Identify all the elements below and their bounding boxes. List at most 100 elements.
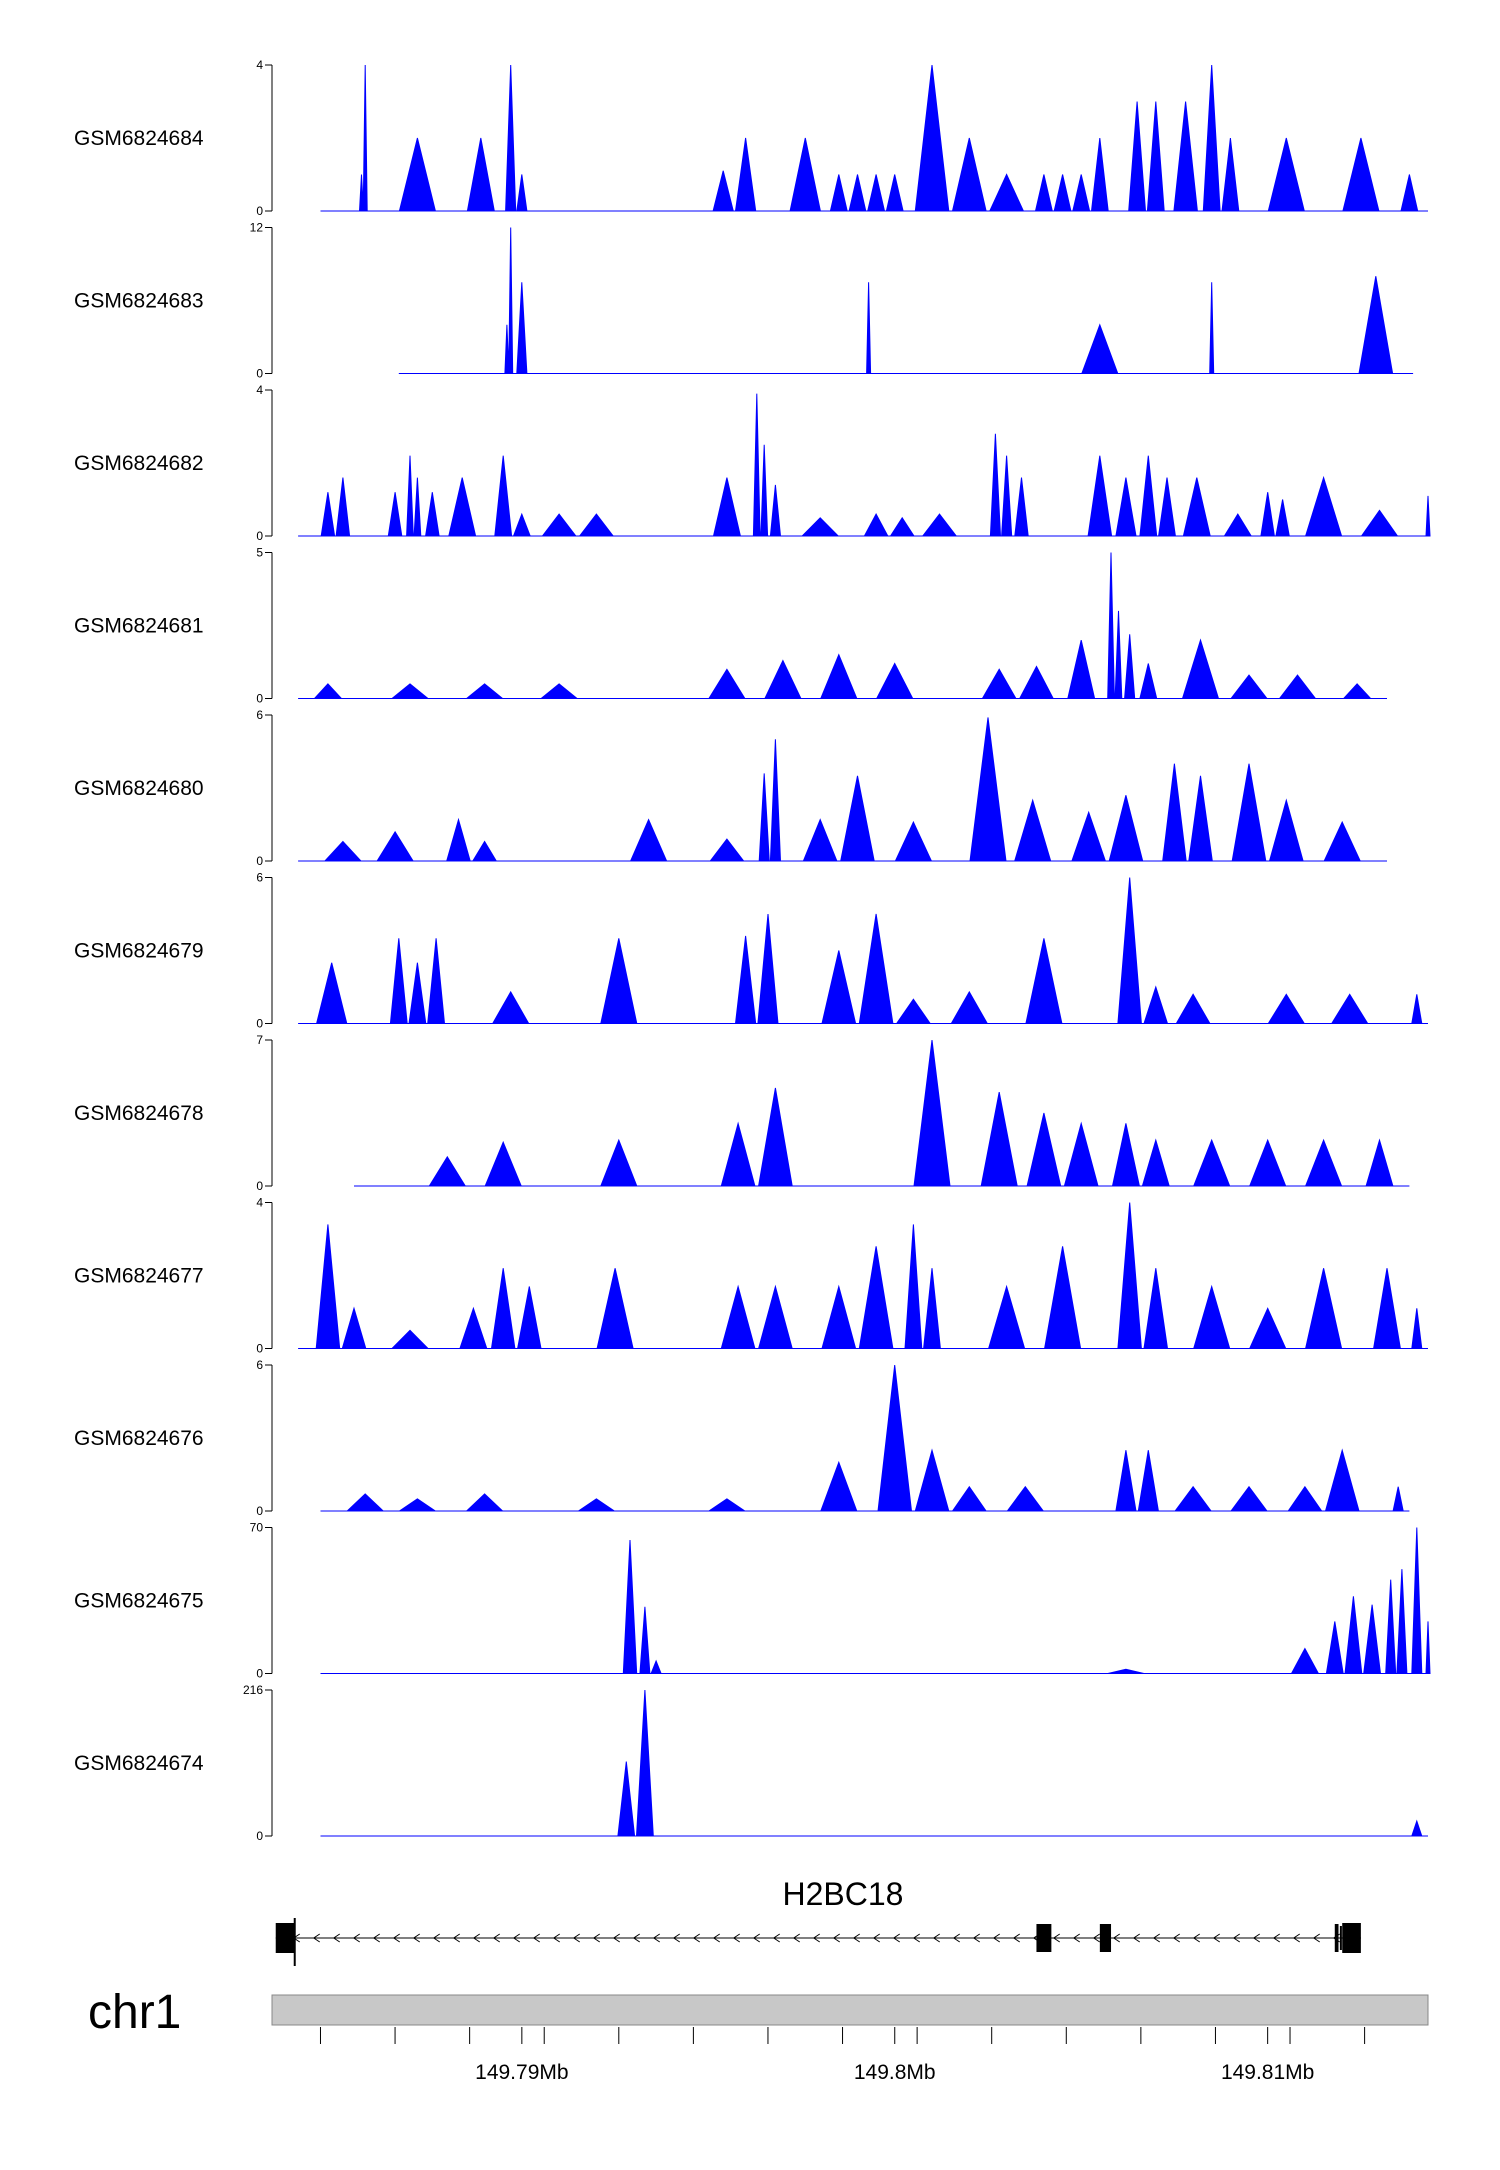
- strand-chevron: [492, 1933, 501, 1943]
- signal-area: [320, 1527, 1431, 1674]
- strand-chevron: [712, 1933, 721, 1943]
- strand-chevron: [312, 1933, 321, 1943]
- y-axis-min-label: 0: [256, 692, 263, 706]
- strand-chevron: [1252, 1933, 1261, 1943]
- ideogram-band: [271, 1994, 1429, 2026]
- signal-area: [298, 552, 1387, 699]
- track-name-label: GSM6824677: [74, 1265, 204, 1288]
- signal-area: [298, 717, 1387, 862]
- signal-area: [320, 1364, 1410, 1512]
- exon-block: [1342, 1923, 1361, 1953]
- strand-chevron: [472, 1933, 481, 1943]
- strand-chevron: [772, 1933, 781, 1943]
- strand-chevron: [912, 1933, 921, 1943]
- chromosome-label: chr1: [88, 1986, 181, 2039]
- y-axis-max-label: 70: [250, 1521, 264, 1535]
- track-name-label: GSM6824674: [74, 1752, 204, 1775]
- y-axis-min-label: 0: [256, 1342, 263, 1356]
- signal-area: [320, 64, 1428, 212]
- strand-chevron: [672, 1933, 681, 1943]
- track-GSM6824675: GSM6824675 70 0: [74, 1521, 1431, 1681]
- strand-chevron: [1192, 1933, 1201, 1943]
- chromosome-ideogram: chr1: [88, 1986, 1429, 2039]
- exon-block: [1334, 1924, 1339, 1952]
- y-axis-min-label: 0: [256, 1017, 263, 1031]
- exon-block: [275, 1923, 295, 1953]
- track-GSM6824679: GSM6824679 6 0: [74, 871, 1428, 1031]
- y-axis-max-label: 6: [256, 871, 263, 885]
- track-GSM6824674: GSM6824674 216 0: [74, 1683, 1428, 1843]
- strand-chevron: [1292, 1933, 1301, 1943]
- track-GSM6824677: GSM6824677 4 0: [74, 1196, 1428, 1356]
- strand-chevron: [1312, 1933, 1321, 1943]
- axis-tick-label: 149.81Mb: [1221, 2061, 1314, 2084]
- strand-chevron: [432, 1933, 441, 1943]
- exon-block: [1099, 1924, 1112, 1952]
- gene-name-label: H2BC18: [783, 1876, 904, 1912]
- strand-chevron: [732, 1933, 741, 1943]
- track-name-label: GSM6824681: [74, 615, 204, 638]
- y-axis-max-label: 7: [256, 1033, 263, 1047]
- signal-area: [298, 393, 1431, 537]
- strand-chevron: [852, 1933, 861, 1943]
- y-axis-max-label: 4: [256, 58, 263, 72]
- track-name-label: GSM6824682: [74, 452, 204, 475]
- strand-chevron: [1052, 1933, 1061, 1943]
- strand-chevron: [1012, 1933, 1021, 1943]
- strand-chevron: [612, 1933, 621, 1943]
- strand-chevron: [1152, 1933, 1161, 1943]
- track-GSM6824676: GSM6824676 6 0: [74, 1358, 1410, 1518]
- y-axis-max-label: 5: [256, 546, 263, 560]
- axis-tick-label: 149.8Mb: [854, 2061, 936, 2084]
- track-GSM6824683: GSM6824683 12 0: [74, 221, 1414, 381]
- coverage-tracks: GSM682468440GSM6824683120GSM682468240GSM…: [74, 58, 1431, 1843]
- strand-chevron: [972, 1933, 981, 1943]
- y-axis-max-label: 4: [256, 1196, 263, 1210]
- strand-chevron: [812, 1933, 821, 1943]
- track-name-label: GSM6824678: [74, 1102, 204, 1125]
- signal-area: [298, 1202, 1428, 1349]
- y-axis-min-label: 0: [256, 1504, 263, 1518]
- signal-area: [354, 1039, 1410, 1187]
- track-name-label: GSM6824676: [74, 1427, 204, 1450]
- strand-chevron: [352, 1933, 361, 1943]
- signal-area: [298, 877, 1428, 1024]
- y-axis-min-label: 0: [256, 367, 263, 381]
- y-axis-min-label: 0: [256, 854, 263, 868]
- strand-chevron: [832, 1933, 841, 1943]
- y-axis-min-label: 0: [256, 529, 263, 543]
- track-GSM6824682: GSM6824682 4 0: [74, 383, 1431, 543]
- track-GSM6824680: GSM6824680 6 0: [74, 708, 1387, 868]
- strand-chevron: [392, 1933, 401, 1943]
- strand-chevron: [552, 1933, 561, 1943]
- strand-chevron: [1072, 1933, 1081, 1943]
- strand-chevron: [372, 1933, 381, 1943]
- track-name-label: GSM6824683: [74, 290, 204, 313]
- track-name-label: GSM6824680: [74, 777, 204, 800]
- strand-chevron: [1092, 1933, 1101, 1943]
- strand-chevron: [652, 1933, 661, 1943]
- genome-axis: 149.79Mb 149.8Mb 149.81Mb: [319, 2027, 1366, 2084]
- strand-chevron: [992, 1933, 1001, 1943]
- strand-chevron: [1112, 1933, 1121, 1943]
- strand-chevron: [752, 1933, 761, 1943]
- track-name-label: GSM6824684: [74, 127, 204, 150]
- track-GSM6824678: GSM6824678 7 0: [74, 1033, 1410, 1193]
- strand-chevron: [512, 1933, 521, 1943]
- track-GSM6824684: GSM6824684 4 0: [74, 58, 1428, 218]
- strand-chevron: [792, 1933, 801, 1943]
- strand-chevron: [332, 1933, 341, 1943]
- strand-chevron: [572, 1933, 581, 1943]
- signal-area: [398, 227, 1414, 374]
- strand-chevron: [532, 1933, 541, 1943]
- y-axis-min-label: 0: [256, 1179, 263, 1193]
- exon-block: [1036, 1924, 1052, 1952]
- signal-area: [320, 1689, 1428, 1837]
- y-axis-max-label: 6: [256, 1358, 263, 1372]
- strand-chevron: [592, 1933, 601, 1943]
- strand-chevron: [1212, 1933, 1221, 1943]
- strand-chevron: [892, 1933, 901, 1943]
- gene-model: H2BC18: [275, 1876, 1361, 1966]
- strand-chevron: [1232, 1933, 1241, 1943]
